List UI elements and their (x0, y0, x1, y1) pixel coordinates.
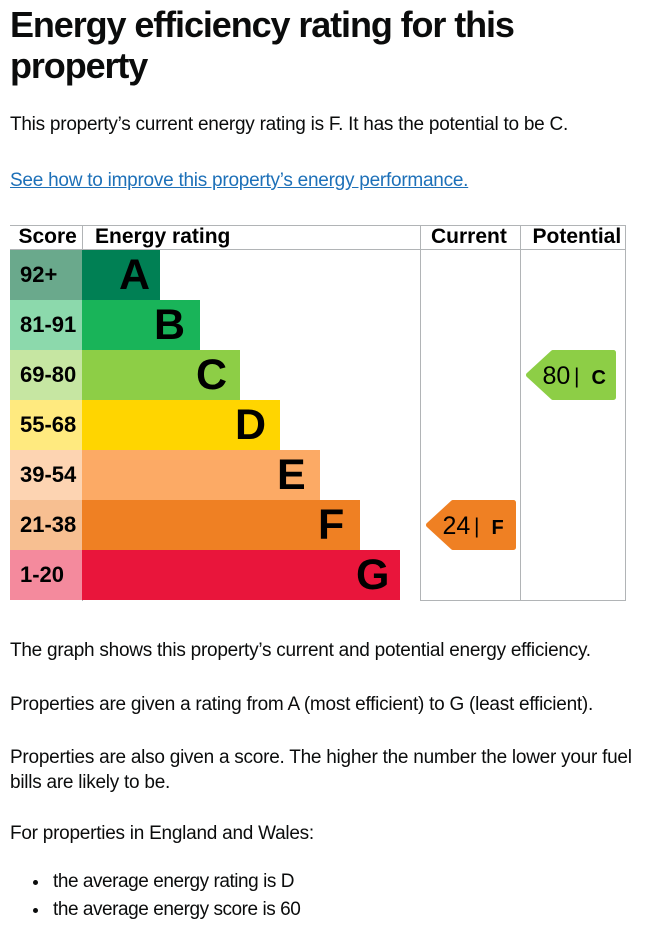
svg-text:Energy rating: Energy rating (95, 225, 230, 248)
svg-text:69-80: 69-80 (20, 362, 76, 387)
svg-text:C: C (196, 351, 227, 399)
svg-text:|: | (574, 365, 579, 388)
svg-text:Potential: Potential (533, 225, 622, 248)
svg-text:A: A (119, 251, 150, 299)
svg-text:1-20: 1-20 (20, 562, 64, 587)
svg-text:|: | (474, 515, 479, 538)
svg-text:E: E (277, 451, 306, 499)
svg-text:F: F (492, 517, 504, 539)
svg-text:81-91: 81-91 (20, 312, 76, 337)
svg-text:21-38: 21-38 (20, 512, 76, 537)
svg-text:G: G (356, 551, 389, 599)
svg-text:55-68: 55-68 (20, 412, 76, 437)
svg-text:80: 80 (543, 362, 571, 390)
svg-text:C: C (592, 367, 606, 389)
svg-text:D: D (235, 401, 266, 449)
svg-text:92+: 92+ (20, 262, 57, 287)
svg-text:39-54: 39-54 (20, 462, 77, 487)
svg-text:Score: Score (19, 225, 77, 248)
svg-text:24: 24 (443, 512, 471, 540)
svg-text:F: F (318, 501, 344, 549)
svg-text:B: B (154, 301, 185, 349)
svg-text:Current: Current (431, 225, 507, 248)
